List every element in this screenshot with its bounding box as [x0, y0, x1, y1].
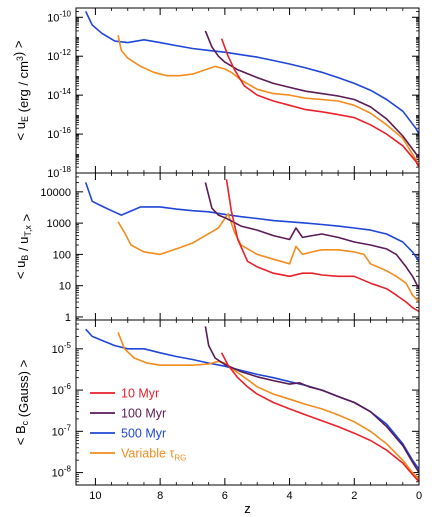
series-line-0 [84, 182, 419, 262]
series-line-2 [204, 182, 419, 290]
y-tick-label: 10-18 [47, 165, 71, 180]
y-label-part: < u [13, 261, 28, 279]
series-line-2 [204, 326, 419, 474]
series-line-3 [220, 38, 419, 168]
y-tick-exponent: -6 [64, 382, 72, 391]
y-tick-base: 10 [47, 90, 59, 102]
x-tick-label: 10 [89, 490, 101, 502]
y-label-part: < B [13, 425, 28, 445]
y-tick-base: 10 [52, 385, 64, 397]
y-tick-base: 10 [47, 51, 59, 63]
x-tick-labels: 10 8 6 4 2 0 [89, 490, 422, 502]
y-label-part: (Gauss) > [16, 360, 31, 421]
y-tick-label: 10-10 [47, 9, 71, 24]
y-tick-label: 100 [53, 249, 71, 261]
y-tick-label: 10-7 [52, 423, 72, 438]
y-label-part: B [20, 255, 30, 261]
x-tick-label: 8 [157, 490, 163, 502]
y-tick-exponent: -14 [59, 87, 71, 96]
series-line-0 [84, 11, 419, 135]
legend-label-sub: RG [174, 454, 186, 463]
panel-frame [75, 319, 420, 486]
x-axis-label: z [244, 501, 251, 516]
y-tick-exponent: -5 [64, 341, 72, 350]
y-tick-base: 10 [47, 168, 59, 180]
series-group [84, 179, 419, 313]
series-line-1 [117, 35, 419, 168]
y-axis-label: < uE (erg / cm3) > [11, 41, 31, 141]
legend-label-2: 500 Myr [121, 427, 166, 441]
y-tick-exponent: -8 [64, 465, 72, 474]
y-label-part: / u [16, 237, 31, 255]
x-tick-label: 0 [416, 490, 422, 502]
y-label-part: > [19, 214, 34, 225]
x-tick-label: 6 [222, 490, 228, 502]
y-tick-label: 10-5 [52, 341, 72, 356]
legend-label-3: Variable τRG [121, 447, 186, 463]
x-tick-label: 2 [351, 490, 357, 502]
panel-Bc: 10-510-610-710-8< Bc (Gauss) > [13, 319, 420, 486]
legend-label-text: 500 Myr [121, 427, 166, 441]
y-tick-label: 10 [59, 281, 71, 293]
y-tick-label: 10-8 [52, 465, 72, 480]
x-tick-label: 4 [287, 490, 293, 502]
series-line-1 [117, 332, 419, 480]
legend-label-0: 10 Myr [121, 387, 159, 401]
y-label-part: (erg / cm [16, 61, 31, 116]
y-tick-base: 10 [47, 129, 59, 141]
y-label-part: E [20, 116, 30, 122]
legend-label-1: 100 Myr [121, 407, 166, 421]
y-tick-base: 10 [52, 468, 64, 480]
panel-frame [75, 172, 420, 321]
y-label-part: T,x [23, 225, 33, 237]
y-tick-exponent: -16 [59, 126, 71, 135]
y-tick-label: 10-6 [52, 382, 72, 397]
y-tick-exponent: -10 [59, 9, 71, 18]
y-tick-label: 10000 [40, 187, 71, 199]
y-label-part: 3 [15, 56, 25, 61]
series-line-1 [117, 212, 419, 303]
legend-label-text: 10 Myr [121, 387, 159, 401]
y-tick-exponent: -7 [64, 423, 72, 432]
y-tick-exponent: -12 [59, 48, 71, 57]
y-tick-base: 10 [47, 12, 59, 24]
y-axis-label: < uB / uT,x > [13, 214, 34, 279]
series-group [85, 326, 419, 483]
legend-label-text: 100 Myr [121, 407, 166, 421]
panel-uB: 10000 1000 100 10 1 < uB / uT,x > [13, 172, 420, 324]
series-line-2 [204, 30, 419, 159]
panel-frame [75, 7, 420, 174]
y-tick-exponent: -18 [59, 165, 71, 174]
legend-label-text: Variable τ [121, 447, 174, 461]
y-tick-label: 10-12 [47, 48, 71, 63]
y-label-part: c [20, 420, 30, 425]
y-tick-base: 10 [52, 344, 64, 356]
y-label-part: < u [13, 122, 28, 140]
y-tick-label: 10-14 [47, 87, 71, 102]
legend: 10 Myr 100 Myr 500 Myr Variable τRG [90, 387, 186, 463]
series-line-3 [220, 352, 419, 483]
series-group [84, 11, 419, 168]
y-tick-label: 1 [65, 312, 71, 324]
y-tick-label: 1000 [47, 218, 71, 230]
y-axis-label: < Bc (Gauss) > [13, 360, 31, 445]
y-tick-label: 10-16 [47, 126, 71, 141]
series-line-3 [225, 179, 419, 313]
y-label-part: ) > [11, 41, 26, 57]
y-tick-base: 10 [52, 426, 64, 438]
